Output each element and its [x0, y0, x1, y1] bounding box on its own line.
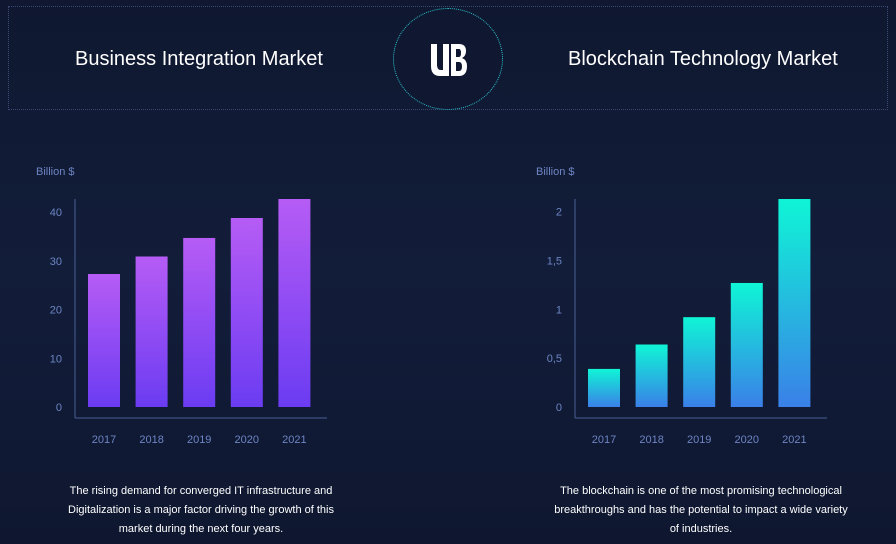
blockchain-technology-x-tick-label: 2017: [592, 434, 616, 446]
business-integration-x-tick-label: 2019: [187, 434, 211, 446]
blockchain-technology-y-axis-label: Billion $: [536, 166, 575, 178]
blockchain-technology-chart: Billion $ 0 0,5 1 1,5 2 2017 2018 2019 2020 2021: [500, 160, 830, 460]
business-integration-y-tick-label: 0: [56, 402, 62, 414]
blockchain-technology-y-tick-label: 0,5: [547, 353, 562, 365]
business-integration-title: Business Integration Market: [75, 48, 323, 70]
blockchain-technology-y-tick-label: 1,5: [547, 256, 562, 268]
blockchain-technology-bar-2017: [588, 368, 620, 407]
business-integration-y-tick-label: 10: [50, 353, 62, 365]
blockchain-technology-bar-2021: [778, 199, 811, 407]
blockchain-technology-bar-2020: [730, 282, 763, 407]
blockchain-technology-y-tick-label: 0: [556, 402, 562, 414]
business-integration-x-tick-label: 2021: [282, 434, 306, 446]
business-integration-description: The rising demand for converged IT infra…: [68, 485, 334, 535]
business-integration-x-tick-label: 2018: [139, 434, 163, 446]
business-integration-bar-2019: [183, 237, 216, 407]
business-integration-y-tick-label: 30: [50, 256, 62, 268]
business-integration-y-tick-label: 20: [50, 305, 62, 317]
blockchain-technology-chart-svg: Billion $ 0 0,5 1 1,5 2 2017 2018 2019 2020 2021: [536, 166, 827, 446]
blockchain-technology-y-tick-label: 1: [556, 304, 562, 316]
blockchain-technology-description: The blockchain is one of the most promis…: [554, 485, 848, 535]
business-integration-bar-2021: [278, 199, 311, 407]
business-integration-y-axis-label: Billion $: [36, 166, 75, 178]
business-integration-chart-svg: Billion $ 0 10 20 30 40 2017 2018 2019 2020 2021: [36, 166, 327, 446]
business-integration-x-tick-label: 2017: [92, 434, 116, 446]
business-integration-bar-2018: [135, 256, 168, 407]
business-integration-bar-2020: [230, 217, 263, 407]
business-integration-x-tick-label: 2020: [235, 434, 259, 446]
blockchain-technology-y-tick-label: 2: [556, 207, 562, 219]
blockchain-technology-bar-2018: [635, 344, 668, 407]
blockchain-technology-bar-2019: [683, 317, 716, 407]
ub-logo-icon: [431, 44, 467, 76]
business-integration-y-tick-label: 40: [50, 207, 62, 219]
business-integration-bar-2017: [88, 274, 120, 407]
logo-circle: [393, 8, 503, 110]
blockchain-technology-title: Blockchain Technology Market: [568, 48, 838, 70]
blockchain-technology-x-tick-label: 2021: [782, 434, 806, 446]
blockchain-technology-x-tick-label: 2020: [735, 434, 759, 446]
blockchain-technology-x-tick-label: 2019: [687, 434, 711, 446]
business-integration-chart: Billion $ 0 10 20 30 40 2017 2018 2019 2020 2021: [0, 160, 330, 460]
blockchain-technology-x-tick-label: 2018: [639, 434, 663, 446]
